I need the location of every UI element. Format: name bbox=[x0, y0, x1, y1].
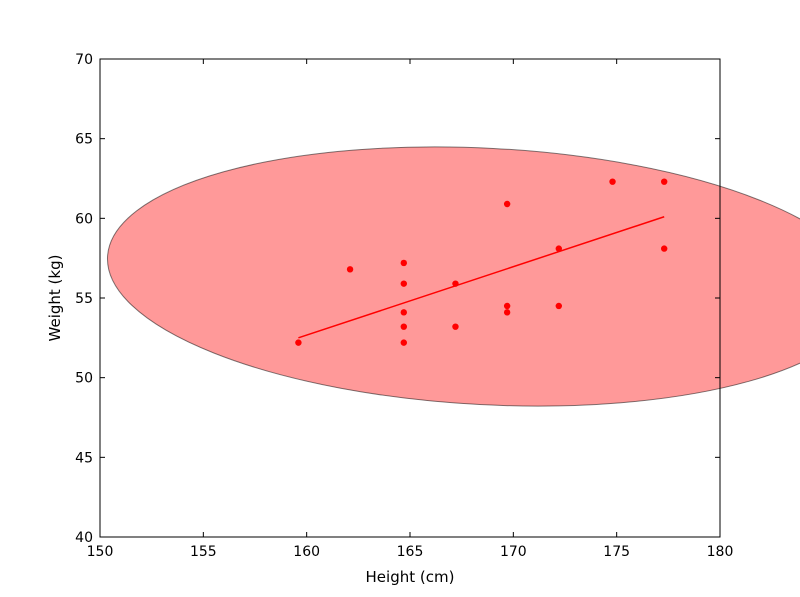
data-point bbox=[452, 323, 459, 330]
x-tick-label: 180 bbox=[707, 544, 734, 560]
data-point bbox=[555, 302, 562, 310]
plot-area bbox=[106, 146, 800, 407]
data-point bbox=[295, 339, 302, 346]
y-tick-label: 60 bbox=[75, 211, 93, 227]
x-tick-label: 160 bbox=[293, 544, 320, 560]
confidence-ellipse bbox=[106, 146, 800, 407]
y-tick-label: 65 bbox=[75, 132, 93, 148]
y-tick-label: 70 bbox=[75, 52, 93, 68]
data-point bbox=[661, 245, 668, 252]
y-tick-label: 45 bbox=[75, 450, 93, 466]
x-tick-label: 165 bbox=[397, 544, 424, 560]
data-point bbox=[400, 280, 407, 287]
axis-ticks: 150 155 160 165 170 175 180 40 45 50 55 60 65 70 bbox=[75, 52, 733, 560]
x-tick-label: 155 bbox=[190, 544, 217, 560]
data-point bbox=[503, 200, 511, 208]
y-tick-label: 50 bbox=[75, 371, 93, 387]
data-point bbox=[661, 178, 668, 185]
data-point bbox=[400, 339, 407, 346]
x-tick-label: 175 bbox=[603, 544, 630, 560]
y-axis-label: Weight (kg) bbox=[46, 255, 64, 342]
data-point bbox=[400, 259, 407, 267]
data-point bbox=[452, 280, 459, 287]
data-point bbox=[400, 323, 407, 330]
data-point bbox=[503, 302, 511, 310]
data-point bbox=[555, 245, 562, 252]
regression-line bbox=[298, 216, 665, 339]
x-axis-label: Height (cm) bbox=[366, 568, 455, 586]
y-tick-label: 40 bbox=[75, 530, 93, 546]
y-tick-label: 55 bbox=[75, 291, 93, 307]
x-tick-label: 150 bbox=[87, 544, 114, 560]
data-point bbox=[503, 309, 511, 316]
data-point bbox=[400, 309, 407, 316]
data-point bbox=[346, 266, 354, 273]
x-tick-label: 170 bbox=[500, 544, 527, 560]
data-point bbox=[609, 178, 616, 185]
